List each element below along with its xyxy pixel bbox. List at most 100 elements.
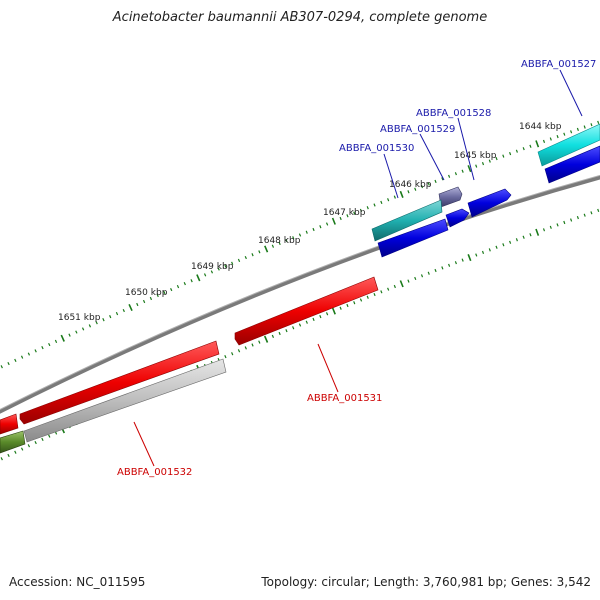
outer-ring-minor-tick (495, 156, 498, 161)
gene-abbfa-001530-blue[interactable] (377, 218, 449, 258)
outer-ring-minor-tick (81, 327, 85, 331)
inner-ring-minor-tick (7, 453, 10, 458)
inner-ring-minor-tick (34, 440, 37, 445)
gene-label-001531[interactable]: ABBFA_001531 (307, 393, 382, 404)
outer-ring-minor-tick (441, 177, 444, 181)
outer-ring-minor-tick (583, 125, 586, 129)
outer-ring-minor-tick (597, 120, 600, 124)
inner-ring-minor-tick (542, 228, 546, 232)
kbp-label-1646: 1646 kbp (389, 180, 432, 190)
gene-label-001528[interactable]: ABBFA_001528 (416, 108, 491, 119)
inner-ring-minor-tick (251, 343, 254, 347)
outer-ring-minor-tick (529, 144, 532, 148)
inner-ring-minor-tick (414, 276, 417, 281)
outer-ring-minor-tick (312, 227, 315, 232)
gene-left-olive-fragment[interactable] (0, 430, 26, 454)
outer-ring-minor-tick (136, 302, 139, 307)
inner-ring-minor-tick (529, 233, 532, 237)
inner-ring-minor-tick (312, 317, 315, 322)
inner-ring-major-tick (263, 335, 269, 343)
gene-abbfa-001532-red[interactable] (19, 340, 220, 425)
gene-label-001530[interactable]: ABBFA_001530 (339, 143, 414, 154)
outer-ring-minor-tick (54, 339, 58, 344)
outer-ring-minor-tick (542, 139, 546, 144)
inner-ring-minor-tick (434, 268, 437, 273)
outer-ring-minor-tick (570, 130, 573, 134)
inner-ring-minor-tick (380, 290, 383, 294)
outer-ring-minor-tick (373, 203, 376, 207)
outer-ring-minor-tick (231, 261, 234, 265)
inner-ring-minor-tick (14, 450, 17, 454)
outer-ring-minor-tick (7, 361, 10, 366)
gene-abbfa-001529-purple[interactable] (438, 186, 463, 208)
inner-ring-minor-tick (305, 320, 308, 324)
outer-ring-minor-tick (224, 264, 227, 268)
outer-ring-minor-tick (488, 159, 491, 163)
inner-ring-minor-tick (366, 295, 369, 299)
outer-ring-minor-tick (420, 184, 424, 189)
outer-ring-minor-tick (95, 321, 98, 325)
callout-line-001527 (559, 69, 583, 117)
outer-ring-minor-tick (563, 132, 566, 136)
inner-ring-minor-tick (353, 301, 356, 305)
outer-ring-minor-tick (515, 149, 518, 153)
outer-ring-minor-tick (20, 355, 24, 359)
inner-ring-minor-tick (41, 437, 44, 441)
outer-ring-minor-tick (0, 365, 3, 369)
outer-ring-minor-tick (502, 154, 505, 158)
inner-ring-minor-tick (576, 215, 579, 220)
inner-ring-minor-tick (583, 213, 586, 217)
inner-ring-major-tick (331, 307, 336, 315)
inner-ring-major-tick (535, 228, 540, 236)
outer-ring-minor-tick (285, 238, 288, 243)
inner-ring-minor-tick (271, 334, 275, 338)
gene-abbfa-001528[interactable] (467, 188, 512, 218)
gene-label-001529[interactable]: ABBFA_001529 (380, 124, 455, 135)
gene-label-001532[interactable]: ABBFA_001532 (117, 467, 192, 478)
inner-ring-minor-tick (373, 292, 376, 297)
inner-ring-minor-tick (393, 284, 396, 289)
outer-ring-minor-tick (556, 134, 559, 139)
outer-ring-minor-tick (359, 208, 363, 213)
inner-ring-minor-tick (298, 323, 302, 327)
gene-abbfa-001529-blue[interactable] (445, 208, 470, 228)
inner-ring-minor-tick (237, 349, 241, 353)
outer-ring-minor-tick (115, 311, 119, 316)
outer-ring-minor-tick (481, 161, 485, 166)
inner-ring-minor-tick (258, 340, 261, 344)
inner-ring-minor-tick (509, 240, 512, 244)
gene-abbfa-001532-grey[interactable] (23, 358, 227, 443)
outer-ring-minor-tick (366, 206, 369, 210)
outer-ring-minor-tick (407, 190, 410, 194)
inner-ring-minor-tick (319, 314, 322, 319)
kbp-label-1644: 1644 kbp (519, 122, 562, 132)
outer-ring-minor-tick (339, 216, 342, 221)
inner-ring-minor-tick (570, 218, 573, 222)
inner-ring-minor-tick (495, 245, 498, 249)
gene-abbfa-001527-cyan[interactable] (537, 123, 600, 167)
gene-left-red-fragment[interactable] (0, 413, 19, 435)
gene-abbfa-001527-blue[interactable] (544, 145, 600, 184)
outer-ring-minor-tick (298, 233, 302, 237)
gene-abbfa-001530-teal[interactable] (371, 199, 443, 242)
outer-ring-minor-tick (27, 352, 31, 356)
outer-ring-minor-tick (522, 147, 525, 151)
outer-ring-minor-tick (149, 296, 153, 301)
gene-abbfa-001531[interactable] (234, 276, 379, 346)
inner-ring-minor-tick (359, 298, 363, 302)
inner-ring-minor-tick (224, 355, 227, 359)
outer-ring-minor-tick (576, 127, 579, 132)
outer-ring-minor-tick (48, 342, 51, 347)
outer-ring-minor-tick (380, 200, 383, 205)
outer-ring-minor-tick (278, 241, 281, 246)
outer-ring-minor-tick (244, 255, 247, 260)
outer-ring-minor-tick (305, 230, 308, 234)
inner-ring-minor-tick (407, 279, 410, 283)
genome-summary-text: Topology: circular; Length: 3,760,981 bp… (261, 575, 591, 589)
inner-ring-minor-tick (339, 306, 342, 310)
kbp-label-1649: 1649 kbp (191, 262, 234, 272)
outer-ring-minor-tick (414, 187, 417, 191)
inner-ring-minor-tick (278, 331, 281, 336)
gene-label-001527[interactable]: ABBFA_001527 (521, 59, 596, 70)
